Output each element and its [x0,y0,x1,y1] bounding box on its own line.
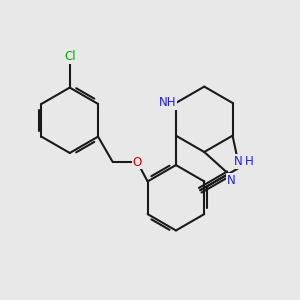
Text: H: H [244,155,253,168]
Text: N: N [227,174,236,187]
Text: N: N [233,155,242,168]
Text: Cl: Cl [64,50,76,64]
Text: O: O [133,156,142,169]
Text: NH: NH [159,97,176,110]
